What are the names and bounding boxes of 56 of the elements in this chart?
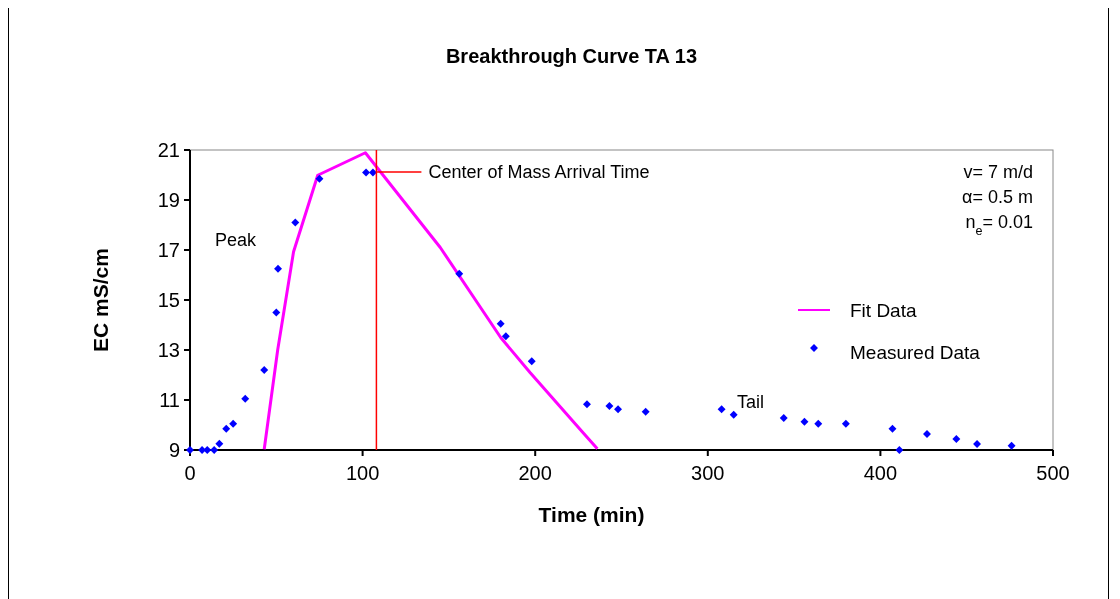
y-tick-label: 19 bbox=[157, 189, 180, 211]
point bbox=[203, 446, 212, 454]
x-tick-label: 400 bbox=[863, 462, 898, 484]
point bbox=[291, 218, 300, 227]
y-tick-label: 21 bbox=[157, 139, 180, 161]
y-tick-label: 11 bbox=[159, 389, 180, 411]
point bbox=[717, 405, 726, 414]
point bbox=[229, 419, 238, 428]
point bbox=[895, 446, 904, 454]
point bbox=[210, 446, 219, 454]
chart-title: Breakthrough Curve TA 13 bbox=[445, 45, 698, 67]
point bbox=[779, 414, 788, 422]
ref-line-label: Center of Mass Arrival Time bbox=[428, 162, 650, 183]
point bbox=[888, 424, 897, 433]
point bbox=[368, 168, 377, 177]
point bbox=[973, 440, 982, 448]
point bbox=[501, 332, 510, 341]
annotation: n$_{e}$= 0.01 bbox=[965, 212, 1033, 238]
point bbox=[583, 400, 591, 409]
x-tick-label: 0 bbox=[184, 462, 196, 484]
point bbox=[241, 394, 250, 403]
x-tick-label: 100 bbox=[345, 462, 380, 484]
point bbox=[274, 264, 282, 273]
point bbox=[527, 357, 536, 366]
y-tick-label: 13 bbox=[157, 339, 180, 361]
legend-label: Fit Data bbox=[850, 299, 917, 321]
annotation: v= 7 m/d bbox=[963, 162, 1033, 182]
y-tick-label: 9 bbox=[168, 439, 180, 461]
point bbox=[260, 366, 269, 374]
annotation: Peak bbox=[215, 230, 258, 250]
y-tick-label: 15 bbox=[157, 289, 180, 311]
point bbox=[641, 407, 650, 416]
annotation: α= 0.5 m bbox=[962, 187, 1033, 207]
point bbox=[814, 419, 823, 428]
point bbox=[222, 424, 231, 433]
x-tick-label: 300 bbox=[691, 462, 725, 484]
point bbox=[729, 410, 738, 419]
point bbox=[362, 168, 371, 177]
point bbox=[614, 405, 623, 414]
x-tick-label: 500 bbox=[1036, 462, 1070, 484]
point bbox=[215, 439, 224, 448]
legend-label: Measured Data bbox=[850, 341, 981, 363]
point bbox=[1007, 441, 1016, 450]
annotation: Tail bbox=[737, 392, 765, 412]
point bbox=[841, 419, 850, 428]
point bbox=[952, 435, 961, 443]
y-tick-label: 17 bbox=[157, 239, 180, 261]
point bbox=[800, 417, 809, 426]
point bbox=[315, 174, 324, 183]
y-axis-title: EC mS/cm bbox=[89, 248, 112, 352]
point bbox=[496, 319, 505, 328]
point bbox=[605, 402, 614, 410]
x-axis-title: Time (min) bbox=[538, 503, 645, 526]
point bbox=[455, 269, 464, 278]
x-tick-label: 200 bbox=[518, 462, 552, 484]
point bbox=[272, 308, 281, 317]
